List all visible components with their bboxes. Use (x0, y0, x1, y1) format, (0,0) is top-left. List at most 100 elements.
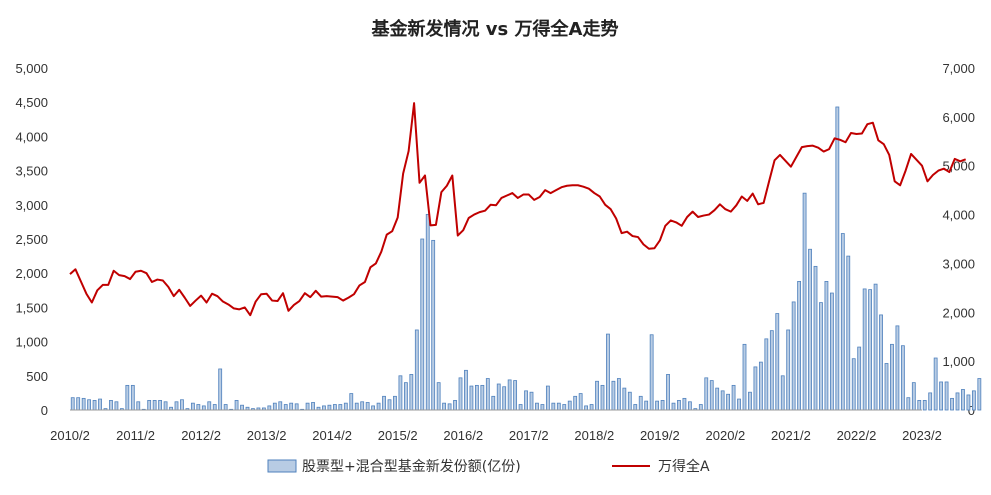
left-tick-label: 5,000 (15, 61, 48, 76)
bar (491, 395, 496, 411)
bar (354, 402, 359, 411)
bar (933, 357, 938, 411)
bar (545, 385, 550, 411)
bar (720, 390, 725, 411)
bar (234, 400, 239, 411)
bar (622, 387, 627, 411)
bar (278, 401, 283, 411)
x-tick-label: 2011/2 (116, 428, 155, 443)
bar (758, 361, 763, 411)
bar (890, 343, 894, 411)
left-tick-label: 2,500 (15, 232, 48, 247)
wind-a-index-line (69, 102, 967, 317)
left-tick-label: 0 (41, 403, 48, 418)
bar (447, 403, 452, 411)
bar (709, 380, 714, 411)
bar (147, 400, 152, 411)
bar (655, 400, 660, 411)
x-tick-label: 2017/2 (509, 428, 549, 443)
legend-line-label: 万得全A (658, 458, 710, 475)
bar (819, 302, 823, 411)
legend-bar-swatch (267, 459, 297, 473)
bar (879, 314, 883, 411)
bar (158, 400, 163, 411)
bar (939, 381, 944, 411)
bar (578, 393, 583, 411)
right-tick-label: 1,000 (942, 354, 975, 369)
bar (944, 381, 949, 411)
legend: 股票型+混合型基金新发份额(亿份) 万得全A (267, 458, 710, 475)
bar (174, 401, 179, 411)
bar (289, 402, 294, 411)
bar (737, 398, 741, 411)
bar (917, 400, 922, 411)
bar (272, 402, 277, 411)
bar (343, 402, 348, 411)
bar (633, 404, 638, 411)
bar (840, 233, 845, 411)
left-tick-label: 1,500 (15, 300, 48, 315)
bar (813, 265, 818, 411)
bar (513, 380, 518, 411)
bar (584, 405, 589, 411)
bar (551, 402, 556, 411)
bar (742, 343, 747, 411)
bar (829, 292, 834, 411)
right-tick-label: 4,000 (942, 208, 975, 223)
left-tick-label: 4,500 (15, 95, 48, 110)
bar (627, 391, 632, 411)
bar (966, 394, 971, 411)
bar (485, 378, 490, 411)
bar (671, 402, 676, 411)
x-tick-label: 2014/2 (312, 428, 352, 443)
bar (420, 238, 425, 411)
bar (791, 301, 796, 411)
bar (540, 404, 545, 411)
bar (698, 404, 703, 411)
bar (223, 404, 228, 411)
bar (753, 366, 758, 411)
x-tick-label: 2023/2 (902, 428, 942, 443)
bar (797, 281, 802, 411)
bar (573, 395, 578, 411)
bar (365, 402, 370, 411)
bar (180, 399, 184, 411)
bar (136, 401, 141, 411)
bar (496, 383, 501, 411)
bar (961, 389, 965, 411)
bar (862, 288, 867, 411)
bar (786, 329, 791, 411)
bar (240, 404, 244, 411)
bar (371, 405, 376, 411)
bar (611, 380, 616, 411)
bar (900, 345, 905, 411)
bar (125, 384, 130, 411)
left-tick-label: 4,000 (15, 129, 48, 144)
bar (922, 400, 927, 411)
bar (780, 375, 785, 411)
bar (971, 390, 976, 411)
bar (567, 400, 572, 411)
left-tick-label: 3,000 (15, 198, 48, 213)
right-tick-label: 0 (968, 403, 975, 418)
bar (207, 401, 212, 411)
bar (911, 382, 916, 411)
bar (851, 358, 856, 411)
legend-bar-label: 股票型+混合型基金新发份额(亿份) (302, 458, 521, 475)
bar (535, 402, 539, 411)
bar (469, 385, 474, 411)
x-axis-ticks: 2010/2 2011/2 2012/2 2013/2 2014/2 2015/2 2016… (50, 428, 942, 443)
bar (349, 393, 354, 411)
x-tick-label: 2021/2 (771, 428, 811, 443)
bar (201, 405, 206, 411)
bar (884, 363, 889, 411)
bar (425, 213, 430, 411)
bar (666, 374, 670, 411)
bar (616, 378, 621, 411)
bar (70, 397, 75, 411)
bar (502, 386, 507, 411)
bar (480, 384, 485, 411)
bar (715, 387, 720, 411)
